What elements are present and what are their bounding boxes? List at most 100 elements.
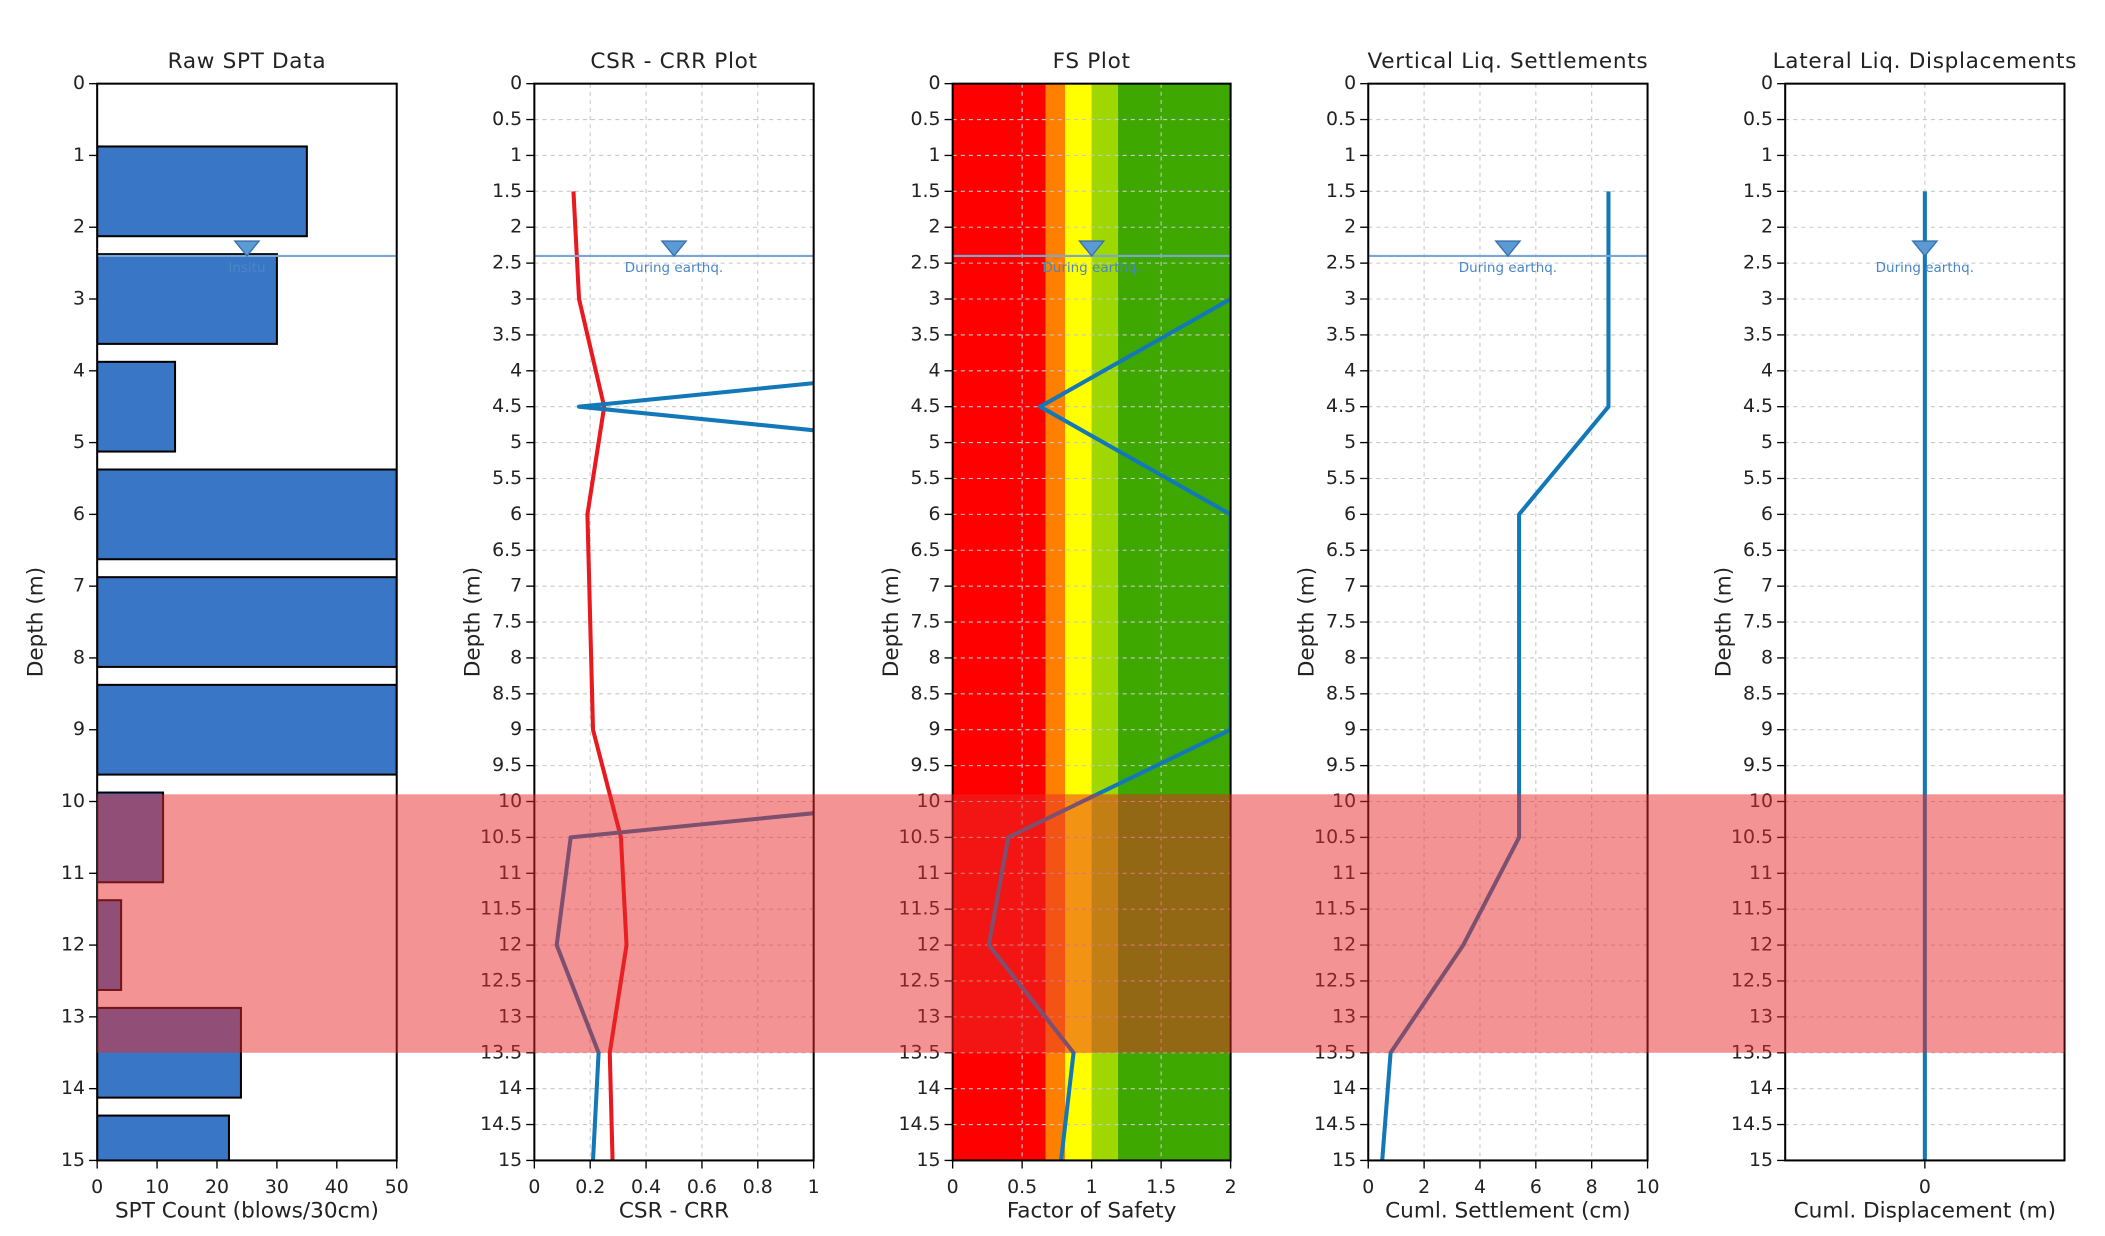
x-tick-label: 10 — [145, 1176, 169, 1198]
y-tick-label: 8 — [928, 646, 940, 668]
y-tick-label: 5.5 — [1326, 467, 1356, 489]
y-tick-label: 2.5 — [910, 252, 940, 274]
water-table-marker — [660, 240, 688, 258]
highlight-band — [1785, 794, 2065, 1053]
x-axis-label: SPT Count (blows/30cm) — [115, 1199, 379, 1224]
y-tick-label: 4 — [510, 359, 522, 381]
y-tick-label: 4.5 — [492, 395, 522, 417]
x-tick-label: 6 — [1530, 1176, 1542, 1198]
y-tick-label: 3 — [1344, 288, 1356, 310]
x-tick-label: 50 — [385, 1176, 409, 1198]
y-tick-label: 1.5 — [1743, 180, 1773, 202]
y-tick-label: 14 — [61, 1077, 85, 1099]
y-tick-label: 9.5 — [492, 754, 522, 776]
highlight-band — [952, 794, 1369, 1053]
y-tick-label: 5.5 — [1743, 467, 1773, 489]
x-tick-label: 1 — [808, 1176, 820, 1198]
y-tick-label: 9 — [1761, 718, 1773, 740]
water-table-label: During earthq. — [1876, 260, 1974, 276]
y-tick-label: 7.5 — [1743, 611, 1773, 633]
y-tick-label: 5 — [1344, 431, 1356, 453]
y-tick-label: 15 — [61, 1149, 85, 1171]
water-table-label: During earthq. — [625, 260, 723, 276]
y-tick-label: 1.5 — [1326, 180, 1356, 202]
y-tick-label: 2 — [510, 216, 522, 238]
y-tick-label: 2 — [73, 216, 85, 238]
y-tick-label: 14 — [1749, 1077, 1773, 1099]
x-tick-label: 0.6 — [687, 1176, 717, 1198]
y-tick-label: 6.5 — [1743, 539, 1773, 561]
y-tick-label: 6 — [1344, 503, 1356, 525]
bar — [97, 683, 397, 776]
bar — [97, 576, 397, 668]
y-tick-label: 9 — [510, 718, 522, 740]
y-tick-label: 2.5 — [1743, 252, 1773, 274]
x-axis-label: Cuml. Settlement (cm) — [1385, 1199, 1631, 1224]
x-tick-label: 10 — [1636, 1176, 1660, 1198]
y-tick-label: 4 — [73, 359, 85, 381]
plot-frame — [533, 82, 815, 1162]
y-tick-label: 9.5 — [1743, 754, 1773, 776]
x-tick-label: 0 — [947, 1176, 959, 1198]
y-tick-label: 9 — [928, 718, 940, 740]
y-tick-label: 12 — [61, 934, 85, 956]
plot-frame — [96, 82, 398, 1162]
y-tick-label: 13 — [61, 1005, 85, 1027]
x-tick-label: 20 — [205, 1176, 229, 1198]
bar — [97, 145, 308, 238]
panel-title: Vertical Liq. Settlements — [1368, 49, 1649, 74]
x-axis-label: CSR - CRR — [619, 1199, 729, 1224]
highlight-band — [97, 794, 535, 1053]
y-tick-label: 4 — [1761, 359, 1773, 381]
y-tick-label: 11 — [61, 862, 85, 884]
y-tick-label: 2.5 — [492, 252, 522, 274]
x-tick-label: 30 — [265, 1176, 289, 1198]
highlight-band — [534, 794, 953, 1053]
y-tick-label: 5.5 — [492, 467, 522, 489]
y-tick-label: 6.5 — [1326, 539, 1356, 561]
y-tick-label: 3 — [1761, 288, 1773, 310]
highlight-band — [1368, 794, 1786, 1053]
x-tick-label: 0.2 — [575, 1176, 605, 1198]
y-tick-label: 5.5 — [910, 467, 940, 489]
y-tick-label: 7 — [928, 575, 940, 597]
panel-title: Lateral Liq. Displacements — [1773, 49, 2077, 74]
y-tick-label: 7.5 — [1326, 611, 1356, 633]
y-tick-label: 0 — [928, 72, 940, 94]
y-tick-label: 9.5 — [910, 754, 940, 776]
y-tick-label: 5 — [928, 431, 940, 453]
y-tick-label: 10 — [61, 790, 85, 812]
y-tick-label: 1 — [1344, 144, 1356, 166]
y-tick-label: 15 — [1332, 1149, 1356, 1171]
y-axis-label: Depth (m) — [1711, 567, 1736, 677]
y-tick-label: 6 — [1761, 503, 1773, 525]
y-tick-label: 14 — [1332, 1077, 1356, 1099]
y-tick-label: 8.5 — [910, 682, 940, 704]
x-tick-label: 0.4 — [631, 1176, 661, 1198]
water-table-marker — [1911, 240, 1939, 258]
y-tick-label: 6 — [73, 503, 85, 525]
y-tick-label: 0.5 — [1743, 108, 1773, 130]
y-tick-label: 0.5 — [492, 108, 522, 130]
x-tick-label: 1.5 — [1146, 1176, 1176, 1198]
y-tick-label: 0.5 — [1326, 108, 1356, 130]
y-tick-label: 14.5 — [1731, 1113, 1773, 1135]
y-tick-label: 4 — [1344, 359, 1356, 381]
water-table-marker — [1078, 240, 1106, 258]
y-tick-label: 3.5 — [910, 323, 940, 345]
y-tick-label: 8.5 — [1743, 682, 1773, 704]
x-tick-label: 0.5 — [1007, 1176, 1037, 1198]
y-tick-label: 14.5 — [480, 1113, 522, 1135]
y-tick-label: 7.5 — [910, 611, 940, 633]
y-axis-label: Depth (m) — [461, 567, 486, 677]
y-tick-label: 3 — [73, 288, 85, 310]
x-tick-label: 8 — [1586, 1176, 1598, 1198]
y-tick-label: 14 — [498, 1077, 522, 1099]
bar — [97, 468, 397, 561]
y-tick-label: 6 — [510, 503, 522, 525]
y-tick-label: 2 — [1761, 216, 1773, 238]
y-tick-label: 7 — [510, 575, 522, 597]
x-tick-label: 0 — [1919, 1176, 1931, 1198]
x-axis-label: Factor of Safety — [1007, 1199, 1177, 1224]
y-tick-label: 8 — [73, 646, 85, 668]
